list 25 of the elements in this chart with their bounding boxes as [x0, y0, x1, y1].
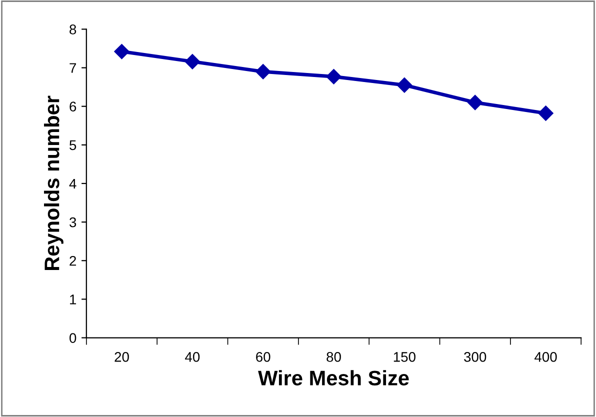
x-tick-label: 60 — [256, 352, 270, 362]
y-tick-label: 1 — [70, 294, 76, 304]
x-tick-label: 80 — [326, 352, 341, 362]
y-axis-title: Reynolds number — [44, 96, 64, 270]
y-tick-label: 0 — [70, 333, 76, 343]
x-tick-label: 300 — [464, 352, 486, 362]
point — [256, 64, 271, 80]
x-tick-label: 400 — [534, 352, 557, 362]
point — [538, 106, 554, 121]
y-tick-label: 7 — [70, 63, 76, 73]
y-tick-label: 8 — [70, 24, 76, 34]
point — [468, 94, 483, 110]
point — [326, 69, 342, 84]
x-tick-label: 20 — [114, 352, 129, 362]
y-tick-label: 6 — [70, 102, 76, 112]
point — [396, 78, 412, 93]
x-tick-label: 150 — [394, 352, 416, 362]
y-tick-label: 3 — [70, 217, 76, 228]
y-tick-label: 2 — [70, 256, 76, 266]
y-tick-label: 5 — [70, 140, 76, 150]
point — [114, 44, 130, 60]
x-tick-label: 40 — [185, 352, 200, 362]
y-tick-label: 4 — [69, 178, 76, 189]
x-axis-title: Wire Mesh Size — [258, 370, 409, 386]
point — [184, 54, 200, 70]
